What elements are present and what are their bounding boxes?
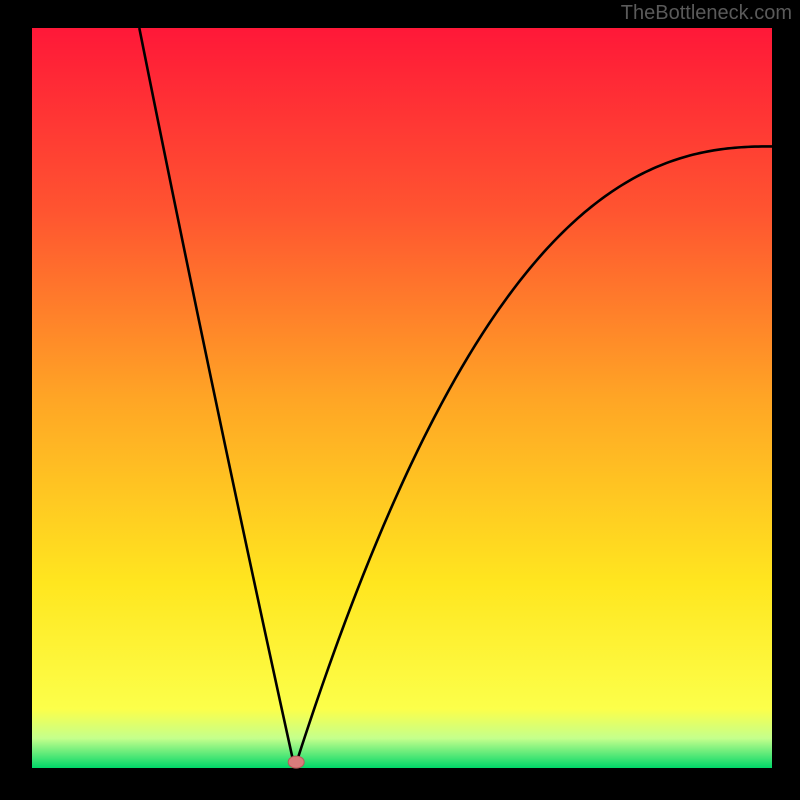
bottleneck-curve-right — [295, 146, 772, 768]
bottleneck-curve-left — [139, 28, 294, 768]
bottleneck-chart — [0, 0, 800, 800]
watermark-text: TheBottleneck.com — [621, 2, 792, 25]
optimal-marker — [288, 756, 304, 768]
